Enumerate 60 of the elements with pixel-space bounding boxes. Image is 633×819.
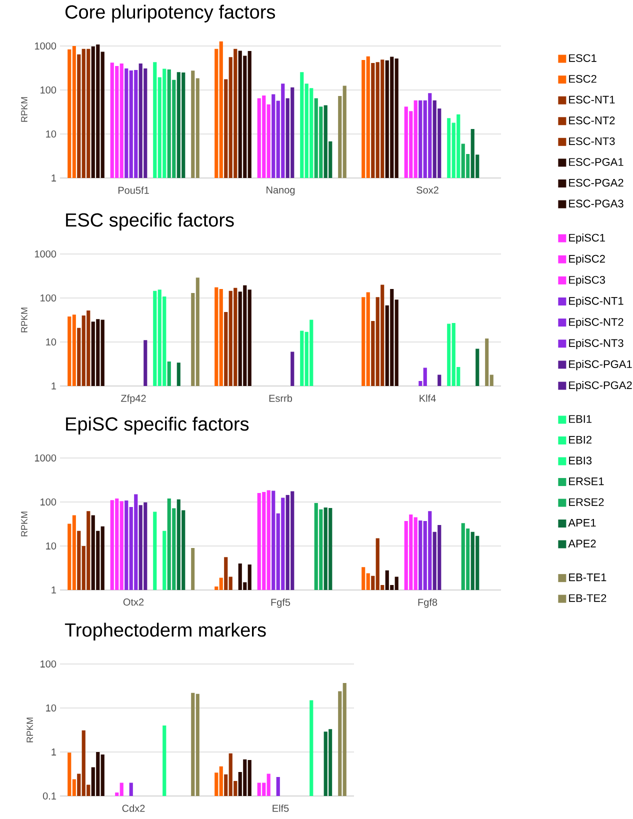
x-tick-label: Nanog — [266, 186, 295, 196]
legend-label: ERSE1 — [569, 477, 604, 486]
legend-label: EBI1 — [569, 415, 592, 423]
chart-title: Core pluripotency factors — [65, 4, 276, 22]
y-tick-label: 100 — [40, 660, 56, 668]
y-axis-title: RPKM — [26, 718, 33, 742]
x-tick-label: Elf5 — [272, 804, 289, 812]
y-axis-title: RPKM — [21, 97, 28, 122]
y-tick-label: 0.1 — [42, 792, 56, 800]
legend-label: ESC2 — [569, 74, 596, 83]
legend-label: EB-TE1 — [569, 574, 606, 582]
x-tick-label: Pou5f1 — [118, 186, 149, 194]
x-tick-label: Klf4 — [420, 394, 436, 402]
legend-label: EBI2 — [569, 436, 592, 444]
legend-label: ESC-NT2 — [569, 116, 615, 124]
legend-label: EB-TE2 — [569, 594, 606, 602]
legend-label: EpiSC1 — [569, 234, 605, 244]
legend-label: EpiSC-NT3 — [569, 338, 624, 350]
x-tick-label: Cdx2 — [122, 804, 145, 812]
legend-label: EBI3 — [569, 456, 592, 464]
x-tick-label: Esrrb — [269, 394, 292, 402]
y-tick-label: 1000 — [34, 42, 56, 50]
legend-label: EpiSC-NT2 — [569, 318, 624, 328]
legend-label: EpiSC-PGA2 — [569, 381, 632, 392]
y-tick-label: 1 — [52, 174, 56, 182]
legend-label: EpiSC-PGA1 — [569, 360, 632, 370]
y-axis-title: RPKM — [21, 512, 28, 536]
legend-label: ESC-NT3 — [569, 137, 615, 146]
chart-title: EpiSC specific factors — [66, 416, 249, 434]
legend-label: ESC-PGA2 — [569, 178, 624, 187]
y-tick-label: 1 — [52, 586, 56, 594]
y-tick-label: 10 — [46, 130, 56, 138]
y-tick-label: 1000 — [34, 250, 56, 258]
chart-title: Trophectoderm markers — [64, 622, 266, 640]
y-axis-title: RPKM — [21, 308, 28, 332]
y-tick-label: 10 — [46, 704, 56, 712]
legend-label: APE2 — [568, 540, 596, 548]
legend-label: EpiSC2 — [569, 254, 605, 265]
y-tick-label: 10 — [46, 338, 56, 346]
legend-label: ESC-NT1 — [569, 96, 615, 104]
legend-label: EpiSC-NT1 — [569, 296, 624, 307]
chart-title: ESC specific factors — [66, 212, 234, 230]
y-tick-label: 100 — [40, 498, 56, 506]
y-tick-label: 1 — [52, 382, 56, 390]
legend-label: ERSE2 — [569, 498, 604, 506]
legend-label: ESC1 — [569, 54, 596, 62]
y-tick-label: 1 — [52, 748, 56, 756]
legend-label: APE1 — [568, 519, 596, 527]
x-tick-label: Zfp42 — [121, 394, 146, 404]
legend-label: EpiSC3 — [569, 276, 605, 286]
x-tick-label: Fgf8 — [418, 598, 438, 608]
legend-label: ESC-PGA1 — [569, 158, 624, 166]
y-tick-label: 10 — [46, 542, 56, 550]
y-tick-label: 1000 — [34, 454, 56, 462]
x-tick-label: Otx2 — [123, 598, 144, 606]
y-tick-label: 100 — [40, 86, 56, 94]
x-tick-label: Fgf5 — [271, 598, 290, 608]
legend-label: ESC-PGA3 — [569, 200, 624, 208]
x-tick-label: Sox2 — [416, 186, 438, 194]
y-tick-label: 100 — [40, 294, 56, 302]
